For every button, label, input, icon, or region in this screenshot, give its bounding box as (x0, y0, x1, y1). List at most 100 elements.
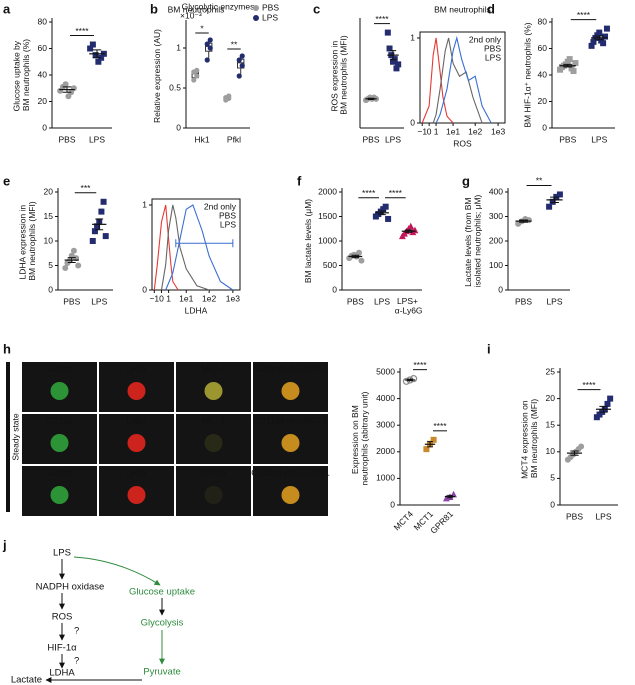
y-tick-label: 5 (48, 260, 53, 270)
legend-label: PBS (484, 43, 501, 53)
node: LPS (53, 548, 71, 559)
data-point (570, 68, 577, 75)
panel-letter: h (3, 341, 11, 356)
gate (175, 239, 234, 248)
data-point (386, 45, 393, 52)
y-axis-label: ROS expression in BM neutrophils (MFI) (330, 35, 349, 115)
data-point (549, 198, 556, 205)
data-point (566, 56, 573, 63)
x-tick-label: GPR81 (428, 509, 455, 536)
x-tick-label: 1 (434, 126, 439, 136)
data-point (89, 41, 96, 48)
significance-label: **** (577, 10, 591, 20)
x-tick-label: 1e2 (468, 126, 482, 136)
error-bar (427, 441, 433, 448)
x-tick-label: LPS (595, 511, 611, 521)
y-tick-label: 0 (142, 284, 147, 294)
x-tick-label: LPS (89, 134, 105, 144)
cell (281, 486, 300, 504)
density-line (160, 204, 210, 291)
y-tick-label: 0 (332, 284, 337, 294)
x-tick-label: PBS (515, 296, 532, 306)
node: Glucose uptake (129, 587, 195, 598)
y-tick-label: 80 (38, 16, 48, 26)
legend-label: LPS (220, 219, 236, 229)
y-tick-label: 0 (390, 499, 395, 509)
data-point (91, 228, 98, 235)
x-tick-label: PBS (63, 296, 80, 306)
data-point (194, 73, 200, 79)
significance-label: *** (81, 183, 92, 193)
y-tick-label: 2000 (376, 446, 395, 456)
data-point (194, 67, 200, 73)
y-multiplier: ×10⁻³ (180, 10, 202, 20)
panel-letter: c (313, 1, 320, 16)
data-point (590, 38, 597, 45)
data-point (92, 52, 99, 59)
data-point (430, 436, 437, 443)
data-point (239, 63, 245, 69)
data-point (204, 41, 210, 47)
data-point (207, 37, 213, 43)
y-tick-label: 5000 (376, 366, 395, 376)
significance-label: **** (582, 380, 596, 390)
density-line (153, 204, 179, 291)
data-point (207, 45, 213, 51)
x-tick-label: 1 (166, 293, 171, 303)
density-line (435, 35, 492, 124)
error-bar (519, 219, 528, 223)
diagram-j: j LPS NADPH oxidase Glucose uptake ROS G… (2, 537, 195, 685)
data-point (578, 443, 585, 450)
data-point (391, 56, 398, 63)
y-tick-label: 1000 (376, 473, 395, 483)
panel-letter: i (487, 341, 491, 356)
channel-label: CD11b (47, 363, 73, 373)
side-bar (6, 362, 10, 512)
y-tick-label: 100 (489, 260, 503, 270)
error-bar (550, 196, 559, 204)
x-tick-label: LPS (546, 296, 562, 306)
x-tick-label: Hk1 (194, 134, 209, 144)
panel-letter: g (462, 173, 470, 188)
y-tick-label: 0 (176, 122, 181, 132)
y-tick-label: 0 (42, 122, 47, 132)
cell (204, 434, 223, 452)
node: Glycolysis (141, 618, 184, 629)
channel-label: CD11b/Ly6G/MCT1 (254, 415, 328, 425)
data-point (556, 191, 563, 198)
side-label: Steady state (10, 413, 20, 461)
x-axis-label: ROS (453, 138, 472, 148)
plot-frame (151, 198, 241, 291)
data-point (546, 203, 553, 210)
question-mark: ? (74, 656, 79, 667)
data-point (600, 40, 607, 47)
x-axis-label: LDHA (185, 305, 208, 315)
panel-letter: e (3, 173, 10, 188)
data-point (87, 45, 94, 52)
data-point (226, 93, 232, 99)
y-tick-label: 20 (44, 186, 54, 196)
y-tick-label: 0 (550, 499, 555, 509)
y-tick-label: 25 (546, 366, 556, 376)
y-axis-label: Glucose uptake by BM neutrophils (%) (12, 39, 31, 112)
y-tick-label: 0 (542, 122, 547, 132)
x-tick-label: 0 (159, 293, 164, 303)
node: Lactate (11, 675, 42, 685)
error-bar (599, 405, 608, 413)
data-point (204, 57, 210, 63)
data-point (239, 53, 245, 59)
data-point (191, 77, 197, 83)
chart-title: Glycolytic enzymes (182, 1, 255, 11)
data-point (94, 223, 101, 230)
y-tick-label: 1000 (318, 235, 337, 245)
data-point (98, 208, 105, 215)
panel-letter: b (150, 1, 158, 16)
cell (127, 382, 146, 400)
y-axis-label: BM HIF-1α⁺ neutrophils (%) (523, 22, 533, 127)
x-tick-label: PBS (58, 134, 75, 144)
y-tick-label: 200 (489, 235, 503, 245)
data-point (410, 375, 418, 383)
panel-letter: j (2, 537, 7, 552)
density-line (432, 37, 483, 124)
